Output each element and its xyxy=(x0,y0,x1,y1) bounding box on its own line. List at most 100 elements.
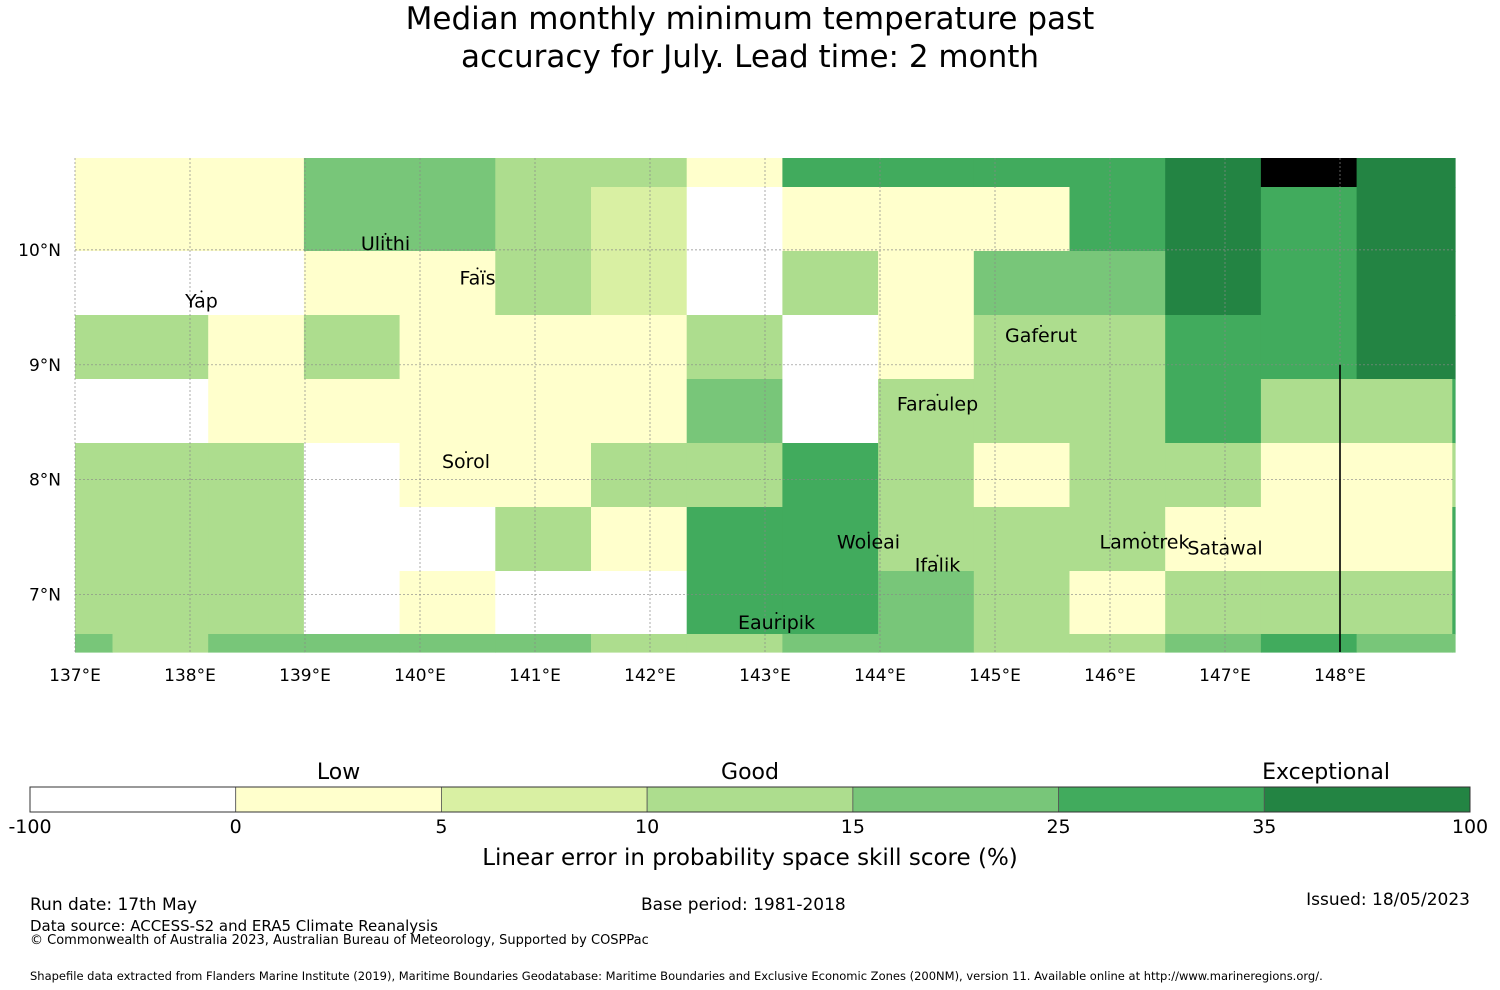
lon-tick-label: 142°E xyxy=(624,666,676,686)
grid-cell xyxy=(1260,571,1358,635)
lon-tick-label: 146°E xyxy=(1084,666,1136,686)
grid-cell xyxy=(1260,158,1358,188)
grid-cell xyxy=(878,571,975,635)
grid-cell xyxy=(208,158,305,188)
grid-cell xyxy=(591,251,688,316)
island-label: Eauripik xyxy=(738,612,815,634)
grid-cell xyxy=(1165,187,1262,252)
colorbar-category-label: Good xyxy=(721,760,779,785)
colorbar-tick-label: 10 xyxy=(635,816,660,838)
island-label: Lamotrek xyxy=(1100,532,1190,554)
issued-date: Issued: 18/05/2023 xyxy=(1306,890,1470,910)
grid-cell xyxy=(973,315,1071,380)
lon-tick-label: 141°E xyxy=(509,666,561,686)
island-marker xyxy=(200,290,203,293)
shapefile-credit: Shapefile data extracted from Flanders M… xyxy=(30,969,1323,983)
title-line-2: accuracy for July. Lead time: 2 month xyxy=(460,39,1040,75)
grid-cell xyxy=(495,315,592,380)
island-label: Faraulep xyxy=(897,394,978,416)
grid-cell xyxy=(782,379,879,444)
grid-cell xyxy=(1165,443,1262,508)
grid-cell xyxy=(1356,571,1453,635)
lon-tick-label: 147°E xyxy=(1199,666,1251,686)
grid-cell xyxy=(1165,158,1262,188)
grid-cell xyxy=(591,187,688,252)
grid-cell xyxy=(75,634,114,653)
grid-cell xyxy=(75,158,114,188)
grid-cell xyxy=(1165,315,1262,380)
lon-tick-label: 145°E xyxy=(969,666,1021,686)
island-label: Satawal xyxy=(1187,537,1262,559)
grid-cell xyxy=(1260,443,1358,508)
colorbar-tick-label: 100 xyxy=(1451,816,1489,838)
island-label: Faïs xyxy=(459,267,495,289)
colorbar-title: Linear error in probability space skill … xyxy=(482,845,1018,871)
grid-cell xyxy=(399,187,496,252)
data-source: Data source: ACCESS-S2 and ERA5 Climate … xyxy=(30,917,438,935)
island-marker xyxy=(936,554,939,557)
grid-cell xyxy=(399,634,496,653)
grid-cell xyxy=(591,443,688,508)
grid-cell xyxy=(208,187,305,252)
grid-cell xyxy=(591,571,688,635)
grid-cell xyxy=(208,443,305,508)
island-marker xyxy=(936,393,939,396)
island-label: Sorol xyxy=(442,451,490,473)
grid-cell xyxy=(303,315,401,380)
grid-cell xyxy=(1356,187,1453,252)
grid-cell xyxy=(303,251,401,316)
grid-cell xyxy=(495,507,592,572)
grid-cell xyxy=(208,507,305,572)
grid-cell xyxy=(1356,443,1453,508)
grid-cell xyxy=(782,507,879,572)
grid-cell xyxy=(686,158,783,188)
lon-tick-label: 148°E xyxy=(1314,666,1366,686)
grid-cell xyxy=(399,315,496,380)
skill-grid xyxy=(75,158,1456,653)
grid-cell xyxy=(112,634,209,653)
grid-cell xyxy=(1069,443,1166,508)
grid-cell xyxy=(112,158,209,188)
grid-cell xyxy=(495,379,592,444)
grid-cell xyxy=(75,315,114,380)
map-axes: 137°E 138°E 139°E 140°E 141°E 142°E 143°E 144°E… xyxy=(18,241,1366,686)
island-marker xyxy=(867,531,870,534)
island-marker xyxy=(476,267,479,270)
grid-cell xyxy=(1260,507,1358,572)
grid-cell xyxy=(303,443,401,508)
colorbar-tick-label: -100 xyxy=(8,816,52,838)
grid-cell xyxy=(782,571,879,635)
copyright: © Commonwealth of Australia 2023, Austra… xyxy=(30,933,649,948)
grid-cell xyxy=(878,443,975,508)
grid-cell xyxy=(112,507,209,572)
island-marker xyxy=(775,612,778,615)
grid-cell xyxy=(686,571,783,635)
grid-cell xyxy=(1452,634,1456,653)
grid-cell xyxy=(973,379,1071,444)
colorbar-segment xyxy=(441,786,648,813)
lon-tick-label: 138°E xyxy=(164,666,216,686)
grid-cell xyxy=(1069,158,1166,188)
grid-cell xyxy=(1452,315,1456,380)
grid-cell xyxy=(112,187,209,252)
grid-cell xyxy=(1356,251,1453,316)
grid-cell xyxy=(1452,187,1456,252)
grid-cell xyxy=(973,571,1071,635)
grid-cell xyxy=(208,634,305,653)
island-marker xyxy=(1224,537,1226,540)
grid-cell xyxy=(75,251,114,316)
lon-tick-label: 139°E xyxy=(279,666,331,686)
grid-cell xyxy=(495,251,592,316)
island-label: Woleai xyxy=(837,532,900,554)
grid-cell xyxy=(782,315,879,380)
grid-cell xyxy=(1260,251,1358,316)
grid-cell xyxy=(591,379,688,444)
grid-cell xyxy=(303,158,401,188)
grid-cell xyxy=(303,507,401,572)
grid-cell xyxy=(303,379,401,444)
island-marker xyxy=(384,232,387,235)
grid-cell xyxy=(399,507,496,572)
grid-cell xyxy=(973,634,1071,653)
grid-cell xyxy=(1165,251,1262,316)
